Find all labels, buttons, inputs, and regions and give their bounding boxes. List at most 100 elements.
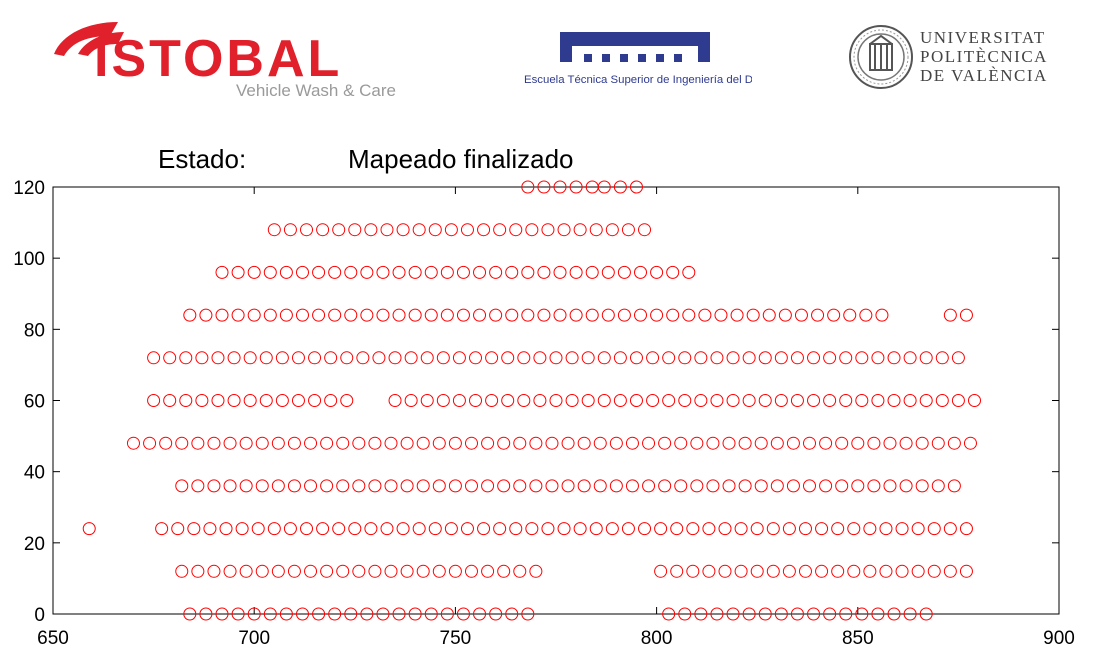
y-tick-label: 60 [24, 392, 45, 413]
scatter-point [722, 479, 736, 493]
scatter-point [465, 479, 478, 493]
scatter-point [316, 522, 330, 536]
scatter-point [605, 223, 619, 237]
scatter-point [191, 436, 205, 450]
scatter-point [448, 479, 462, 493]
scatter-point [275, 394, 289, 407]
scatter-point [155, 522, 169, 536]
scatter-point [529, 436, 543, 450]
scatter-point [859, 308, 873, 322]
scatter-point [175, 436, 189, 450]
scatter-point [770, 479, 784, 493]
scatter-point [223, 436, 237, 450]
scatter-point [899, 436, 913, 450]
scatter-point [545, 479, 559, 493]
scatter-point [183, 607, 197, 621]
scatter-point [601, 265, 615, 279]
scatter-point [959, 564, 973, 578]
scatter-point [328, 607, 342, 621]
scatter-point [497, 564, 511, 578]
scatter-point [460, 223, 474, 237]
scatter-point [513, 564, 527, 578]
scatter-point [718, 522, 732, 536]
scatter-point [513, 479, 527, 493]
scatter-point [847, 564, 861, 578]
scatter-point [847, 522, 861, 536]
scatter-point [191, 479, 205, 493]
scatter-point [432, 564, 446, 578]
scatter-point [444, 522, 458, 536]
scatter-point [396, 522, 410, 536]
scatter-point [239, 564, 253, 578]
upv-line-3: DE VALÈNCIA [920, 66, 1048, 85]
scatter-point [613, 394, 627, 407]
scatter-point [879, 522, 893, 536]
scatter-point [456, 265, 470, 279]
scatter-point [271, 479, 285, 493]
scatter-point [191, 564, 205, 578]
scatter-point [328, 265, 342, 279]
scatter-point [766, 564, 780, 578]
scatter-point [388, 351, 402, 365]
scatter-point [392, 308, 406, 322]
scatter-point [678, 394, 692, 407]
scatter-point [915, 479, 929, 493]
scatter-point [553, 308, 567, 322]
scatter-point [629, 351, 643, 365]
scatter-point [263, 265, 277, 279]
scatter-point [251, 522, 265, 536]
scatter-point [883, 479, 897, 493]
scatter-point [706, 479, 720, 493]
scatter-point [638, 522, 652, 536]
scatter-point [823, 394, 837, 407]
scatter-point [312, 265, 326, 279]
scatter-point [521, 308, 535, 322]
scatter-point [875, 308, 889, 322]
scatter-point [855, 607, 869, 621]
scatter-point [577, 479, 591, 493]
scatter-point [863, 564, 877, 578]
x-tick-label: 750 [440, 628, 472, 649]
scatter-point [223, 564, 237, 578]
scatter-point [320, 436, 334, 450]
y-tick-label: 20 [24, 534, 45, 555]
upv-seal-icon [849, 25, 913, 89]
y-tick-label: 100 [13, 249, 45, 270]
scatter-point [489, 308, 503, 322]
scatter-point [263, 308, 277, 322]
scatter-point [726, 607, 740, 621]
scatter-point [352, 479, 366, 493]
scatter-point [557, 223, 571, 237]
scatter-point [509, 522, 523, 536]
scatter-point [746, 308, 760, 322]
scatter-point [835, 479, 849, 493]
scatter-point [424, 607, 438, 621]
scatter-point [642, 436, 656, 450]
scatter-point [263, 607, 277, 621]
scatter-point [561, 479, 575, 493]
scatter-point [400, 436, 414, 450]
scatter-point [368, 564, 382, 578]
scatter-point [855, 351, 869, 365]
scatter-point [529, 564, 543, 578]
scatter-point [883, 436, 897, 450]
scatter-point [360, 308, 374, 322]
scatter-point [742, 394, 756, 407]
scatter-point [231, 265, 245, 279]
scatter-point [690, 479, 704, 493]
scatter-point [481, 564, 495, 578]
scatter-point [911, 522, 925, 536]
scatter-point [750, 564, 764, 578]
scatter-point [754, 436, 768, 450]
scatter-point [654, 564, 668, 578]
scatter-point [380, 522, 394, 536]
scatter-point [839, 607, 853, 621]
scatter-point [887, 351, 901, 365]
scatter-point [275, 351, 289, 365]
scatter-point [348, 522, 362, 536]
scatter-point [794, 308, 808, 322]
scatter-point [758, 607, 772, 621]
scatter-point [247, 607, 261, 621]
scatter-point [871, 607, 885, 621]
scatter-point [207, 564, 221, 578]
